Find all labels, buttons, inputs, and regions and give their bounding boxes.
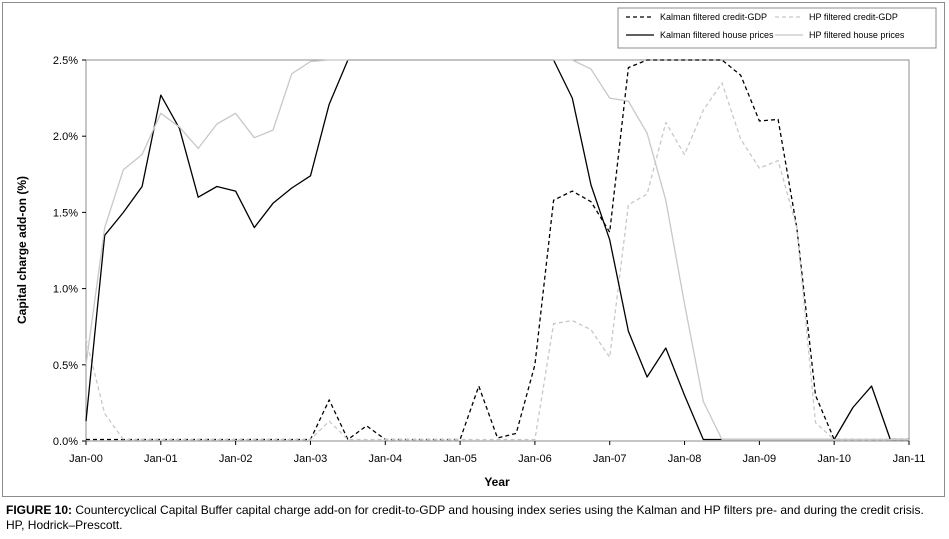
series-line-2 — [85, 82, 909, 441]
series-line-1 — [86, 59, 909, 441]
x-tick-label: Jan-01 — [144, 453, 178, 465]
x-axis-title: Year — [484, 475, 510, 489]
x-tick-label: Jan-00 — [69, 453, 103, 465]
y-tick-label: 0.0% — [53, 436, 78, 448]
x-tick-label: Jan-02 — [219, 453, 253, 465]
chart-legend: Kalman filtered credit-GDP HP filtered cr… — [617, 7, 937, 49]
figure-frame — [2, 2, 945, 497]
figure-caption: FIGURE 10: Countercyclical Capital Buffe… — [6, 503, 946, 533]
plot-area-border — [85, 59, 910, 442]
x-tick-label: Jan-03 — [294, 453, 328, 465]
x-tick-label: Jan-08 — [668, 453, 702, 465]
x-tick-label: Jan-11 — [893, 453, 926, 465]
series-line-4 — [85, 59, 909, 441]
y-tick-label: 2.5% — [53, 55, 78, 67]
legend-label-1: Kalman filtered credit-GDP — [660, 12, 767, 22]
legend-label-2: HP filtered credit-GDP — [809, 12, 898, 22]
x-tick-label: Jan-07 — [593, 453, 627, 465]
y-axis-title: Capital charge add-on (%) — [15, 176, 29, 324]
y-tick-label: 1.0% — [53, 284, 78, 296]
legend-label-4: HP filtered house prices — [809, 30, 905, 40]
y-tick-label: 1.5% — [53, 207, 78, 219]
y-tick-label: 2.0% — [53, 131, 78, 143]
x-tick-label: Jan-05 — [443, 453, 477, 465]
legend-box — [617, 7, 937, 49]
x-tick-label: Jan-09 — [743, 453, 777, 465]
caption-text: Countercyclical Capital Buffer capital c… — [72, 503, 924, 517]
x-tick-label: Jan-06 — [518, 453, 552, 465]
caption-label: FIGURE 10: — [6, 503, 73, 517]
x-tick-label: Jan-10 — [817, 453, 851, 465]
chart-series — [85, 59, 909, 441]
chart: 0.0% 0.5% 1.0% 1.5% 2.0% 2.5% Jan-00 Jan-01 Jan-… — [15, 7, 937, 489]
caption-note: HP, Hodrick–Prescott. — [6, 518, 123, 532]
y-tick-label: 0.5% — [53, 360, 78, 372]
x-tick-label: Jan-04 — [368, 453, 402, 465]
series-line-3 — [85, 59, 909, 441]
legend-label-3: Kalman filtered house prices — [660, 30, 774, 40]
chart-axes: 0.0% 0.5% 1.0% 1.5% 2.0% 2.5% Jan-00 Jan-01 Jan-… — [53, 55, 925, 465]
